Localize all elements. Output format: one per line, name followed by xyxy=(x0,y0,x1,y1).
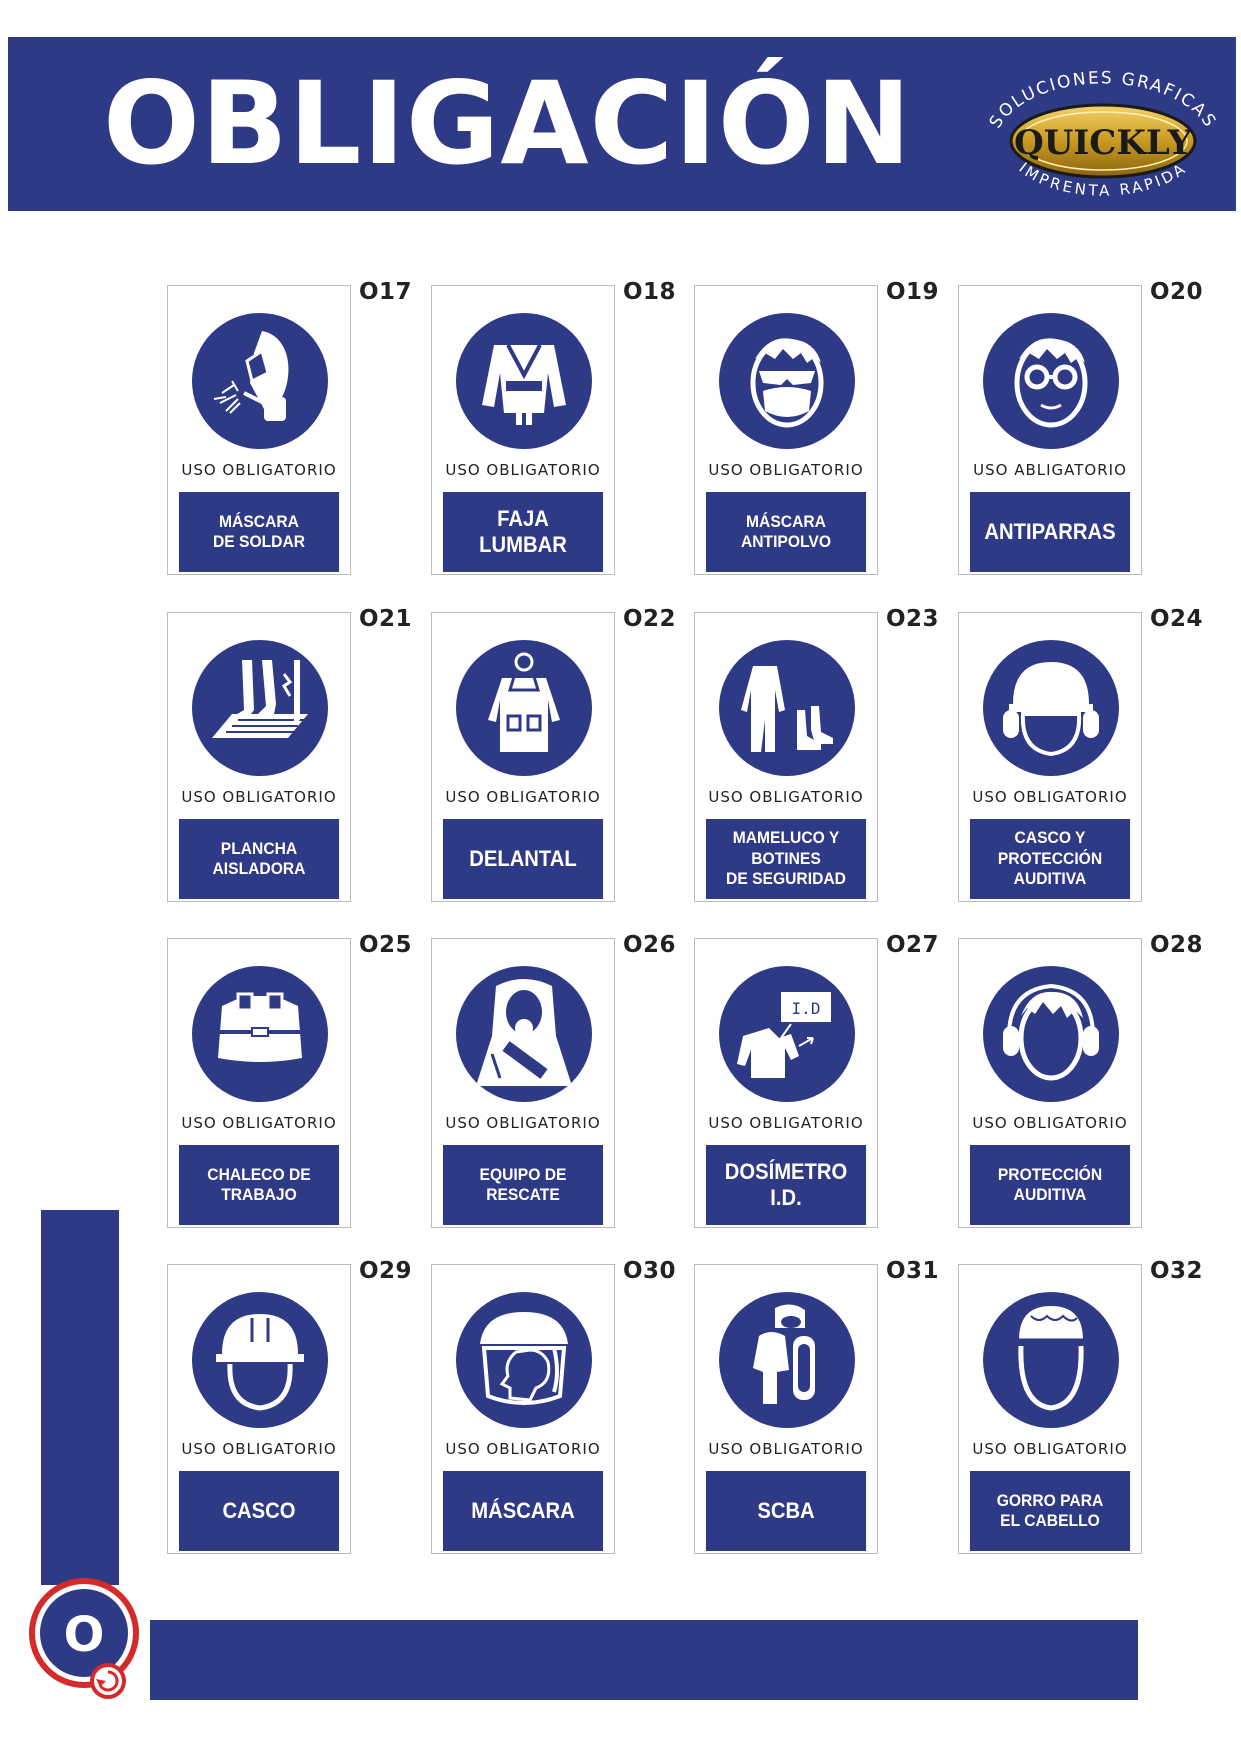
safety-sign: USO OBLIGATORIO PROTECCIÓN AUDITIVA xyxy=(958,938,1142,1228)
welding-mask-icon xyxy=(192,313,328,449)
safety-sign: USO OBLIGATORIO MAMELUCO Y BOTINES DE SEG… xyxy=(694,612,878,902)
page-title: OBLIGACIÓN xyxy=(103,57,913,190)
sign-usage-text: USO OBLIGATORIO xyxy=(708,1440,864,1458)
scba-icon xyxy=(719,1292,855,1428)
sign-label: CASCO Y PROTECCIÓN AUDITIVA xyxy=(969,819,1131,899)
sign-label: PROTECCIÓN AUDITIVA xyxy=(969,1145,1131,1225)
sign-label: FAJA LUMBAR xyxy=(442,492,604,572)
safety-sign: USO OBLIGATORIO MÁSCARA DE SOLDAR xyxy=(167,285,351,575)
safety-sign: USO OBLIGATORIO FAJA LUMBAR xyxy=(431,285,615,575)
sign-label: CASCO xyxy=(178,1471,340,1551)
safety-sign: USO OBLIGATORIO GORRO PARA EL CABELLO xyxy=(958,1264,1142,1554)
safety-sign: USO OBLIGATORIO CASCO Y PROTECCIÓN AUDITI… xyxy=(958,612,1142,902)
safety-sign: USO OBLIGATORIO MÁSCARA xyxy=(431,1264,615,1554)
sign-label: ANTIPARRAS xyxy=(969,492,1131,572)
safety-sign: USO OBLIGATORIO CASCO xyxy=(167,1264,351,1554)
safety-sign: USO OBLIGATORIO EQUIPO DE RESCATE xyxy=(431,938,615,1228)
safety-sign: USO OBLIGATORIO DELANTAL xyxy=(431,612,615,902)
safety-sign: USO OBLIGATORIO PLANCHA AISLADORA xyxy=(167,612,351,902)
sign-code: O17 xyxy=(359,279,413,305)
sign-usage-text: USO OBLIGATORIO xyxy=(708,1114,864,1132)
sign-usage-text: USO OBLIGATORIO xyxy=(181,461,337,479)
sign-code: O28 xyxy=(1150,932,1204,958)
svg-text:I.D: I.D xyxy=(792,999,821,1018)
sign-code: O18 xyxy=(623,279,677,305)
sign-label: MÁSCARA xyxy=(442,1471,604,1551)
safety-sign: USO OBLIGATORIO SCBA xyxy=(694,1264,878,1554)
helmet-earmuffs-icon xyxy=(983,640,1119,776)
header-banner: OBLIGACIÓN SOLUCIONES GRAFICAS QUICKLY I… xyxy=(8,37,1236,211)
safety-sign: USO OBLIGATORIO MÁSCARA ANTIPOLVO xyxy=(694,285,878,575)
sign-code: O29 xyxy=(359,1258,413,1284)
insulating-mat-icon xyxy=(192,640,328,776)
goggles-icon xyxy=(983,313,1119,449)
sign-label: SCBA xyxy=(705,1471,867,1551)
sign-code: O21 xyxy=(359,606,413,632)
coverall-boots-icon xyxy=(719,640,855,776)
sign-usage-text: USO OBLIGATORIO xyxy=(708,461,864,479)
dosimeter-icon: I.D xyxy=(719,966,855,1102)
sign-code: O19 xyxy=(886,279,940,305)
badge-letter: O xyxy=(64,1607,105,1663)
sign-code: O26 xyxy=(623,932,677,958)
sign-usage-text: USO OBLIGATORIO xyxy=(708,788,864,806)
hair-cap-icon xyxy=(983,1292,1119,1428)
dust-mask-icon xyxy=(719,313,855,449)
sign-usage-text: USO OBLIGATORIO xyxy=(445,788,601,806)
sign-usage-text: USO ABLIGATORIO xyxy=(973,461,1127,479)
ear-protection-icon xyxy=(983,966,1119,1102)
sign-label: GORRO PARA EL CABELLO xyxy=(969,1471,1131,1551)
sign-label: CHALECO DE TRABAJO xyxy=(178,1145,340,1225)
work-vest-icon xyxy=(192,966,328,1102)
apron-icon xyxy=(456,640,592,776)
sign-usage-text: USO OBLIGATORIO xyxy=(445,461,601,479)
sign-label: PLANCHA AISLADORA xyxy=(178,819,340,899)
quickly-logo: SOLUCIONES GRAFICAS QUICKLY IMPRENTA RAP… xyxy=(986,68,1219,199)
side-accent-bar xyxy=(41,1210,119,1585)
face-shield-icon xyxy=(456,1292,592,1428)
sign-usage-text: USO OBLIGATORIO xyxy=(972,1440,1128,1458)
footer-badge: O xyxy=(29,1578,139,1699)
sign-code: O22 xyxy=(623,606,677,632)
sign-code: O25 xyxy=(359,932,413,958)
lumbar-belt-icon xyxy=(456,313,592,449)
sign-usage-text: USO OBLIGATORIO xyxy=(181,788,337,806)
footer-bar xyxy=(150,1620,1138,1700)
sign-code: O31 xyxy=(886,1258,940,1284)
sign-usage-text: USO OBLIGATORIO xyxy=(181,1114,337,1132)
sign-code: O23 xyxy=(886,606,940,632)
logo-brand: QUICKLY xyxy=(1014,123,1193,163)
sign-usage-text: USO OBLIGATORIO xyxy=(972,1114,1128,1132)
rescue-suit-icon xyxy=(456,966,592,1102)
sign-usage-text: USO OBLIGATORIO xyxy=(445,1440,601,1458)
sign-label: MAMELUCO Y BOTINES DE SEGURIDAD xyxy=(705,819,867,899)
sign-label: DOSÍMETRO I.D. xyxy=(705,1145,867,1225)
safety-sign: USO ABLIGATORIO ANTIPARRAS xyxy=(958,285,1142,575)
sign-label: MÁSCARA DE SOLDAR xyxy=(178,492,340,572)
sign-usage-text: USO OBLIGATORIO xyxy=(445,1114,601,1132)
sign-label: EQUIPO DE RESCATE xyxy=(442,1145,604,1225)
safety-sign: USO OBLIGATORIO CHALECO DE TRABAJO xyxy=(167,938,351,1228)
sign-code: O24 xyxy=(1150,606,1204,632)
sign-usage-text: USO OBLIGATORIO xyxy=(972,788,1128,806)
sign-usage-text: USO OBLIGATORIO xyxy=(181,1440,337,1458)
sign-label: DELANTAL xyxy=(442,819,604,899)
sign-code: O32 xyxy=(1150,1258,1204,1284)
sign-code: O30 xyxy=(623,1258,677,1284)
sign-label: MÁSCARA ANTIPOLVO xyxy=(705,492,867,572)
sign-code: O20 xyxy=(1150,279,1204,305)
sign-code: O27 xyxy=(886,932,940,958)
safety-sign: I.D USO OBLIGATORIO DOSÍMETRO I.D. xyxy=(694,938,878,1228)
helmet-icon xyxy=(192,1292,328,1428)
